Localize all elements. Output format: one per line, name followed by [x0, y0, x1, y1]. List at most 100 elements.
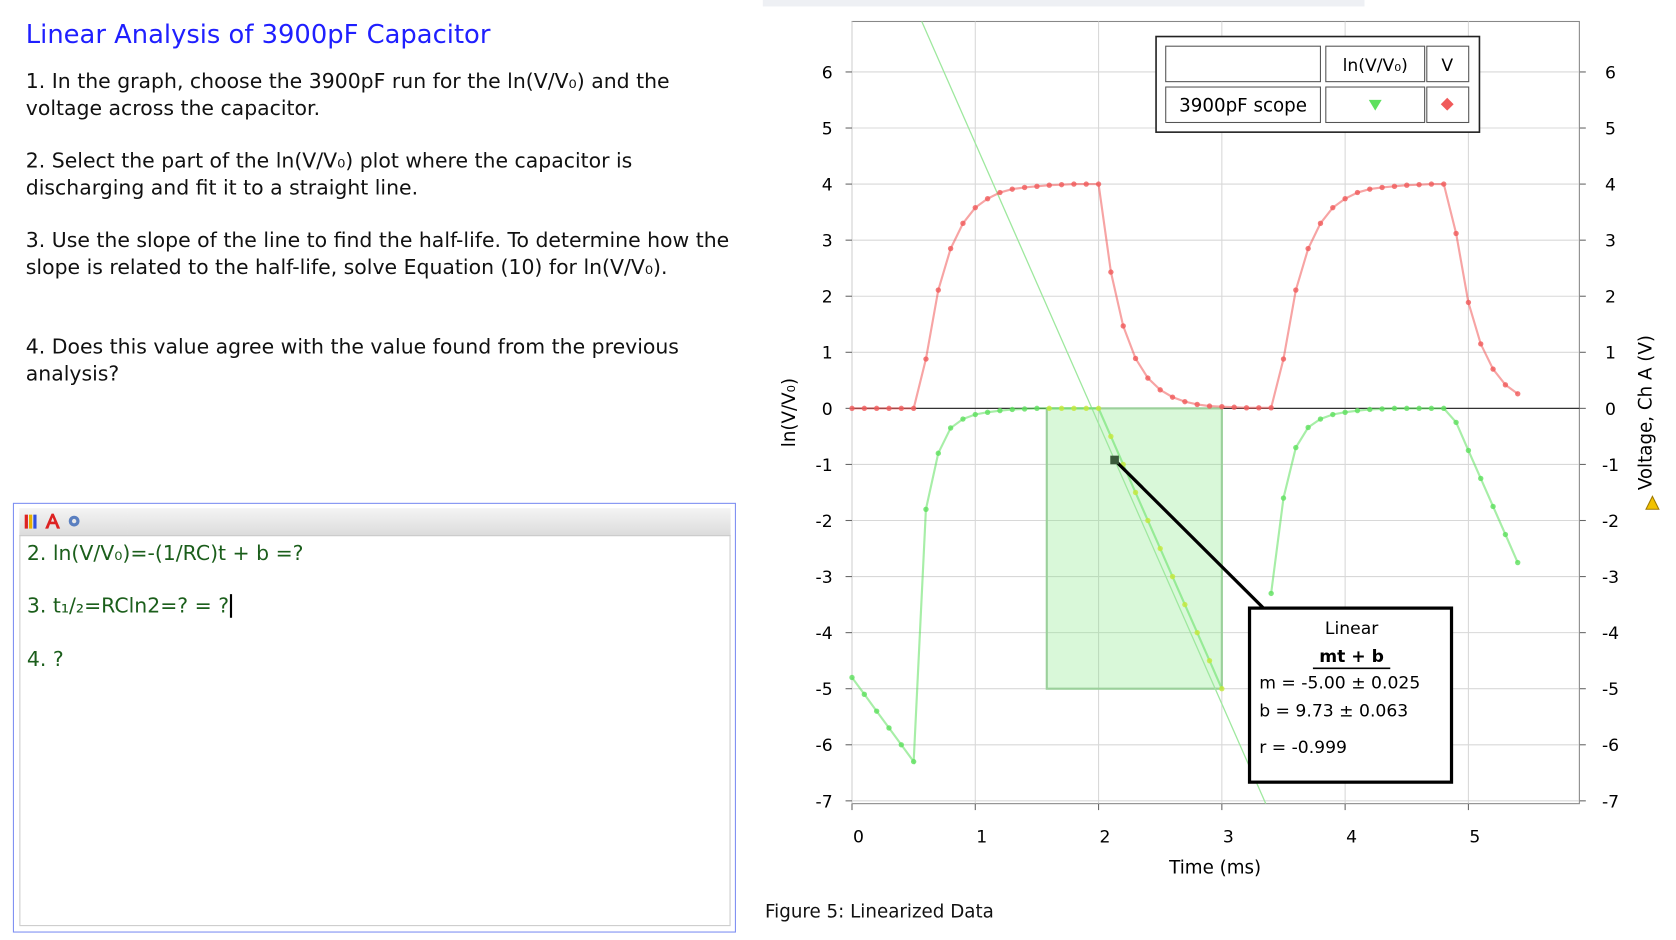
y-tick-label: -1	[816, 456, 833, 476]
x-tick-label: 4	[1346, 827, 1357, 847]
y-tick-label: 1	[822, 344, 833, 364]
data-point	[1330, 204, 1336, 211]
data-point	[1083, 405, 1089, 412]
fit-intercept: b = 9.73 ± 0.063	[1259, 702, 1408, 722]
y-tick-label: -6	[816, 736, 833, 756]
data-point	[1416, 405, 1422, 412]
data-point	[1317, 220, 1324, 227]
data-point	[1108, 433, 1114, 440]
data-point	[1169, 573, 1176, 580]
x-tick-label: 3	[1223, 827, 1234, 847]
data-point	[910, 758, 917, 765]
data-point	[1046, 405, 1052, 412]
legend-cell	[1165, 86, 1321, 124]
y2-tick-label: 4	[1605, 176, 1616, 196]
fit-name: Linear	[1325, 619, 1379, 639]
y2-tick-label: 1	[1605, 344, 1616, 364]
y2-tick-label: 3	[1605, 232, 1616, 252]
color-icon[interactable]	[24, 514, 28, 529]
y2-tick-label: 0	[1605, 400, 1616, 420]
y-tick-label: 3	[822, 232, 833, 252]
data-point	[1021, 406, 1028, 412]
font-icon[interactable]	[45, 513, 61, 529]
legend-series: ln(V/V₀)	[1343, 56, 1408, 76]
x-tick-label: 5	[1469, 827, 1480, 847]
data-point	[1034, 183, 1040, 190]
data-point	[873, 708, 880, 714]
data-point	[1317, 416, 1324, 422]
warning-icon[interactable]	[1645, 495, 1660, 510]
data-point	[1515, 559, 1521, 566]
y2-tick-label: 2	[1605, 288, 1616, 308]
data-point	[1367, 406, 1373, 413]
data-point	[861, 691, 868, 698]
data-point	[1157, 387, 1163, 393]
callout-pointer	[1113, 458, 1265, 610]
y-tick-label: -3	[816, 568, 833, 588]
data-point	[898, 742, 904, 748]
data-point	[1465, 299, 1472, 306]
y2-tick-label: -2	[1602, 512, 1619, 532]
data-point	[997, 189, 1003, 196]
data-point	[1428, 405, 1435, 412]
edit-area[interactable]: 2. ln(V/V₀)=-(1/RC)t + b =? 3. t₁/₂=RCln…	[19, 535, 731, 927]
answer-line: 2. ln(V/V₀)=-(1/RC)t + b =?	[26, 541, 304, 566]
y-tick-label: 4	[822, 176, 833, 196]
data-point	[861, 405, 868, 412]
y2-tick-label: -5	[1602, 680, 1619, 700]
data-point	[1157, 545, 1163, 552]
chart: ln(V/V₀) Voltage, Ch A (V) Time (ms) 0 1 2…	[779, 20, 1660, 878]
instruction: 3. Use the slope of the line to find the…	[25, 228, 730, 280]
instruction: 2. Select the part of the ln(V/V₀) plot …	[25, 149, 633, 200]
y-tick-label: -5	[816, 680, 833, 700]
data-point	[1453, 230, 1459, 237]
data-point	[1194, 629, 1200, 636]
x-axis-label: Time (ms)	[1168, 857, 1261, 878]
data-point	[1034, 405, 1040, 412]
data-point	[1095, 181, 1102, 187]
y2-tick-label: 5	[1605, 119, 1616, 139]
data-point	[1071, 181, 1077, 187]
y-tick-label: 6	[822, 63, 833, 83]
y2-tick-label: 6	[1605, 63, 1616, 83]
data-point	[1182, 601, 1188, 608]
data-point	[1490, 503, 1496, 510]
data-point	[1206, 657, 1213, 664]
fit-r: r = -0.999	[1259, 738, 1347, 758]
x-tick-label: 0	[853, 827, 864, 847]
data-point	[898, 405, 904, 412]
data-point	[1293, 444, 1299, 451]
legend-marker	[1440, 97, 1454, 111]
data-point	[1465, 447, 1472, 454]
data-point	[1108, 269, 1114, 275]
text-editor[interactable]: 2. ln(V/V₀)=-(1/RC)t + b =? 3. t₁/₂=RCln…	[12, 502, 736, 933]
data-point	[1367, 186, 1373, 192]
legend: ln(V/V₀) V 3900pF scope	[1155, 35, 1481, 133]
data-point	[1058, 405, 1065, 412]
data-point	[1391, 405, 1398, 412]
y2-tick-label: -1	[1602, 456, 1619, 476]
y-tick-label: 5	[822, 119, 833, 139]
data-point	[1145, 517, 1151, 524]
x-tick-label: 1	[976, 827, 987, 847]
color-icon	[33, 514, 37, 529]
data-point	[1145, 375, 1151, 381]
data-point	[1268, 590, 1274, 597]
answer-text: 3. t₁/₂=RCln2=? = ?	[26, 594, 230, 618]
data-point	[1058, 181, 1065, 188]
data-point	[923, 356, 929, 362]
data-point	[1515, 391, 1521, 397]
legend-marker	[1368, 99, 1382, 111]
data-point	[923, 506, 929, 512]
settings-icon-hole	[71, 518, 77, 524]
data-point	[1342, 409, 1348, 415]
data-point	[1502, 382, 1509, 388]
y2-tick-label: -3	[1602, 568, 1619, 588]
graph-toolbar[interactable]	[762, 0, 1365, 7]
y2-axis-label: Voltage, Ch A (V)	[1635, 335, 1656, 490]
data-point	[1490, 366, 1496, 372]
callout-box	[1247, 606, 1454, 784]
data-point	[849, 674, 855, 681]
data-point	[886, 405, 892, 412]
